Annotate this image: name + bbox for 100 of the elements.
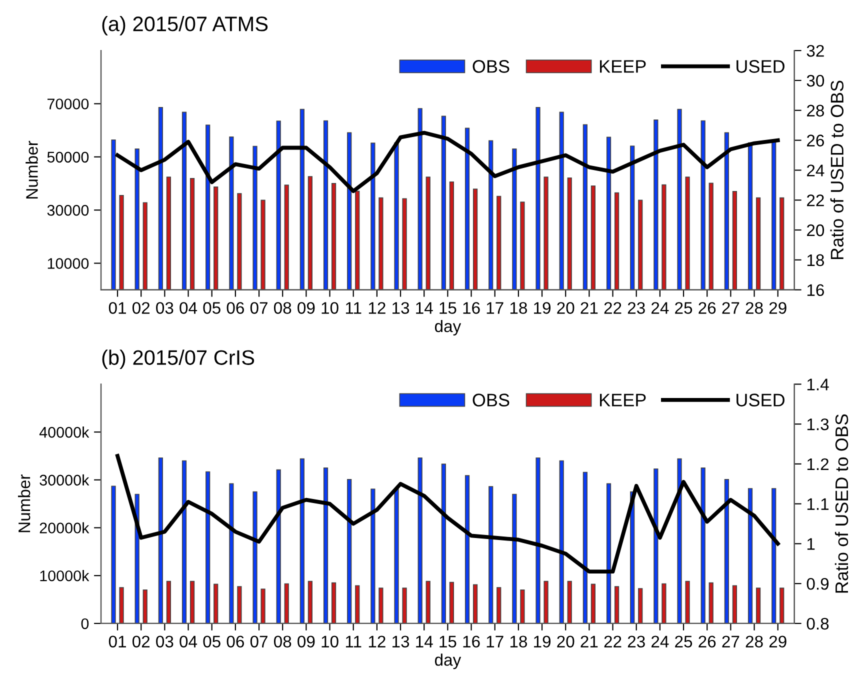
x-tick-label: 01: [108, 636, 126, 648]
bar: [496, 196, 502, 290]
bar: [308, 580, 312, 624]
x-tick-label: 07: [250, 636, 268, 648]
legend-label: KEEP: [600, 394, 646, 406]
x-tick-label: 29: [769, 302, 786, 314]
x-axis-title: day: [434, 320, 462, 336]
y2-axis-title: Ratio of USED to OBS: [834, 414, 848, 593]
legend-label: KEEP: [600, 60, 646, 73]
bar: [276, 469, 281, 624]
y2-tick-label: 16: [807, 284, 824, 296]
x-tick-label: 08: [274, 302, 292, 314]
x-tick-label: 23: [628, 302, 645, 314]
bar: [449, 582, 454, 624]
legend-label: OBS: [472, 60, 510, 73]
x-tick-label: 28: [746, 636, 763, 648]
bar: [142, 590, 148, 624]
x-tick-label: 13: [392, 636, 410, 648]
bar: [544, 176, 548, 290]
bar: [488, 486, 494, 624]
y-tick-label: 10000k: [40, 570, 90, 582]
bar: [206, 124, 210, 290]
y2-tick-label: 1.1: [807, 498, 829, 510]
chart-title: (a) 2015/07 ATMS: [102, 16, 268, 36]
x-tick-label: 03: [156, 302, 174, 314]
x-tick-label: 03: [156, 636, 174, 648]
y-tick-label: 40000k: [39, 426, 90, 438]
line-series: [116, 130, 780, 194]
bar: [134, 148, 140, 290]
bar: [378, 588, 384, 624]
bar: [567, 580, 572, 624]
bar: [182, 112, 187, 290]
bar: [190, 580, 195, 624]
x-axis-title: day: [434, 654, 462, 670]
y-axis-title: Number: [18, 474, 30, 532]
bar: [606, 136, 612, 290]
y2-tick-label: 0.8: [806, 618, 829, 630]
bar: [748, 142, 753, 290]
bar: [166, 580, 171, 624]
x-tick-label: 25: [675, 636, 692, 648]
bar: [654, 120, 658, 290]
bar: [708, 582, 714, 624]
bar: [708, 182, 714, 290]
bar: [662, 583, 666, 624]
y2-tick-label: 1: [807, 538, 815, 550]
x-tick-label: 14: [416, 302, 433, 314]
x-tick-label: 11: [346, 302, 362, 314]
x-tick-label: 24: [652, 302, 669, 314]
bar: [512, 148, 517, 290]
bar: [472, 188, 478, 290]
bar: [582, 472, 588, 624]
bar: [582, 124, 588, 290]
bar: [638, 588, 643, 624]
x-tick-label: 25: [675, 302, 692, 314]
bar: [394, 488, 399, 624]
bar: [606, 483, 612, 624]
bar: [370, 142, 376, 290]
bar: [237, 193, 242, 290]
y2-tick-label: 32: [806, 44, 824, 57]
bar: [323, 468, 328, 624]
x-tick-label: 09: [298, 636, 315, 648]
bar: [331, 582, 336, 624]
bar: [567, 177, 572, 290]
x-tick-label: 17: [486, 302, 504, 314]
bar: [142, 202, 148, 290]
bar: [378, 197, 384, 290]
bar: [355, 190, 360, 290]
x-tick-label: 27: [722, 636, 740, 648]
bar: [323, 120, 328, 290]
x-tick-label: 17: [486, 636, 504, 648]
bar: [237, 586, 242, 624]
y2-tick-label: 22: [807, 194, 824, 206]
x-tick-label: 05: [203, 302, 220, 314]
y2-tick-label: 24: [807, 164, 824, 176]
bar: [512, 494, 517, 624]
y-tick-label: 50000: [47, 152, 89, 163]
x-tick-label: 15: [440, 302, 456, 314]
x-tick-label: 02: [132, 636, 150, 648]
bar: [284, 184, 289, 290]
bar: [772, 140, 776, 290]
bar: [756, 197, 761, 290]
y-tick-label: 30000k: [40, 474, 90, 486]
bar: [402, 588, 407, 624]
bar: [536, 457, 540, 624]
bar: [630, 146, 635, 290]
bar: [182, 460, 187, 624]
bar: [158, 107, 163, 290]
x-tick-label: 24: [652, 636, 669, 648]
bar: [685, 176, 690, 290]
y2-tick-label: 30: [806, 74, 824, 87]
bar: [206, 471, 210, 624]
bar: [418, 457, 422, 624]
bar: [700, 120, 706, 290]
bar: [654, 468, 658, 624]
y2-tick-label: 28: [807, 104, 824, 117]
x-tick-label: 13: [392, 302, 410, 314]
bar: [111, 139, 116, 290]
x-tick-label: 19: [534, 302, 551, 314]
y2-tick-label: 1.3: [807, 418, 829, 430]
x-tick-label: 23: [628, 636, 645, 648]
